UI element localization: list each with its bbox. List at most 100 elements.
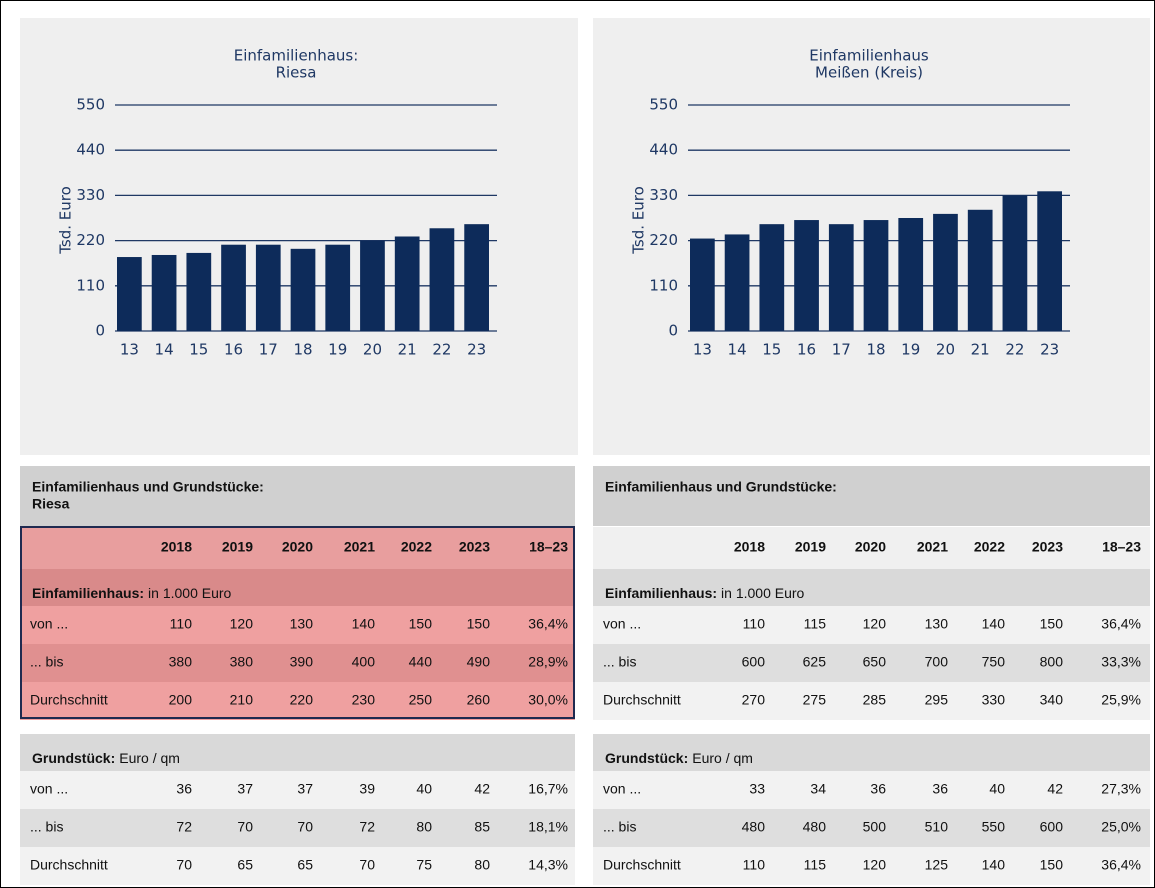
- column-header: 18–23: [529, 539, 568, 555]
- highlight-border: [20, 526, 575, 719]
- row-label: Durchschnitt: [30, 857, 108, 873]
- bar: [690, 238, 715, 331]
- row-label: ... bis: [603, 819, 636, 835]
- x-tick-label: 22: [1005, 341, 1024, 359]
- x-tick-label: 23: [467, 341, 486, 359]
- bar: [221, 244, 246, 331]
- table-title: Einfamilienhaus und Grundstücke:: [605, 479, 837, 495]
- cell: 750: [982, 654, 1006, 670]
- cell: 150: [409, 616, 433, 632]
- cell: 400: [352, 654, 376, 670]
- bar: [255, 244, 281, 331]
- chart-title: Einfamilienhaus: [809, 47, 929, 65]
- cell: 120: [230, 616, 254, 632]
- cell: 36,4%: [528, 616, 568, 632]
- table-row: [593, 644, 1150, 682]
- cell: 130: [290, 616, 314, 632]
- column-header: 2019: [222, 539, 253, 555]
- cell: 275: [803, 692, 827, 708]
- cell: 550: [982, 819, 1006, 835]
- cell: 70: [359, 857, 375, 873]
- x-tick-label: 22: [432, 341, 451, 359]
- cell: 380: [169, 654, 193, 670]
- section-name: Einfamilienhaus:: [605, 585, 717, 601]
- section-row: [593, 569, 1150, 606]
- row-label: von ...: [603, 616, 641, 632]
- bar: [898, 218, 924, 331]
- cell: 37: [237, 781, 253, 797]
- cell: 130: [925, 616, 949, 632]
- cell: 440: [409, 654, 433, 670]
- cell: 18,1%: [528, 819, 568, 835]
- x-tick-label: 19: [901, 341, 920, 359]
- table-row: [20, 644, 575, 682]
- y-tick-label: 440: [649, 141, 678, 159]
- x-tick-label: 19: [328, 341, 347, 359]
- cell: 150: [1040, 857, 1064, 873]
- column-header: 2021: [344, 539, 375, 555]
- cell: 120: [863, 857, 887, 873]
- column-header: 2018: [734, 539, 765, 555]
- table-title-bar: [20, 466, 575, 526]
- x-tick-label: 17: [259, 341, 278, 359]
- section-row: [20, 734, 575, 771]
- table-row: [593, 682, 1150, 720]
- section-label: Grundstück: Euro / qm: [605, 750, 753, 766]
- x-tick-label: 14: [155, 341, 174, 359]
- bar: [794, 220, 819, 331]
- x-tick-label: 13: [693, 341, 712, 359]
- column-header: 2018: [161, 539, 192, 555]
- row-label: Durchschnitt: [30, 692, 108, 708]
- cell: 140: [982, 616, 1006, 632]
- cell: 490: [467, 654, 491, 670]
- table-row: [593, 847, 1150, 885]
- x-tick-label: 16: [224, 341, 243, 359]
- cell: 75: [416, 857, 432, 873]
- column-header: 2020: [855, 539, 886, 555]
- x-tick-label: 15: [762, 341, 781, 359]
- cell: 42: [474, 781, 490, 797]
- column-header: 2022: [974, 539, 1005, 555]
- table-row: [593, 606, 1150, 644]
- bar: [1002, 195, 1028, 331]
- x-tick-label: 18: [293, 341, 312, 359]
- x-tick-label: 20: [363, 341, 382, 359]
- cell: 34: [810, 781, 826, 797]
- cell: 16,7%: [528, 781, 568, 797]
- cell: 70: [297, 819, 313, 835]
- cell: 70: [176, 857, 192, 873]
- x-tick-label: 23: [1040, 341, 1059, 359]
- cell: 330: [982, 692, 1006, 708]
- cell: 65: [237, 857, 253, 873]
- chart-title: Einfamilienhaus:: [234, 47, 359, 65]
- table-title: Einfamilienhaus und Grundstücke:: [32, 479, 264, 495]
- cell: 40: [416, 781, 432, 797]
- x-tick-label: 15: [189, 341, 208, 359]
- bar: [290, 248, 316, 331]
- cell: 36,4%: [1101, 616, 1141, 632]
- column-header: 2021: [917, 539, 948, 555]
- x-tick-label: 16: [797, 341, 816, 359]
- cell: 510: [925, 819, 949, 835]
- row-label: ... bis: [603, 654, 636, 670]
- row-label: Durchschnitt: [603, 692, 681, 708]
- bar: [863, 220, 889, 331]
- cell: 36: [176, 781, 192, 797]
- cell: 36,4%: [1101, 857, 1141, 873]
- cell: 36: [870, 781, 886, 797]
- section-label: Einfamilienhaus: in 1.000 Euro: [605, 585, 805, 601]
- bar: [967, 209, 993, 331]
- cell: 125: [925, 857, 949, 873]
- bar: [186, 252, 212, 331]
- header-row: [20, 527, 575, 569]
- y-tick-label: 550: [649, 96, 678, 114]
- cell: 80: [416, 819, 432, 835]
- table-row: [20, 682, 575, 720]
- cell: 30,0%: [528, 692, 568, 708]
- cell: 72: [359, 819, 375, 835]
- section-name: Grundstück:: [605, 750, 688, 766]
- cell: 340: [1040, 692, 1064, 708]
- cell: 140: [982, 857, 1006, 873]
- column-header: 2022: [401, 539, 432, 555]
